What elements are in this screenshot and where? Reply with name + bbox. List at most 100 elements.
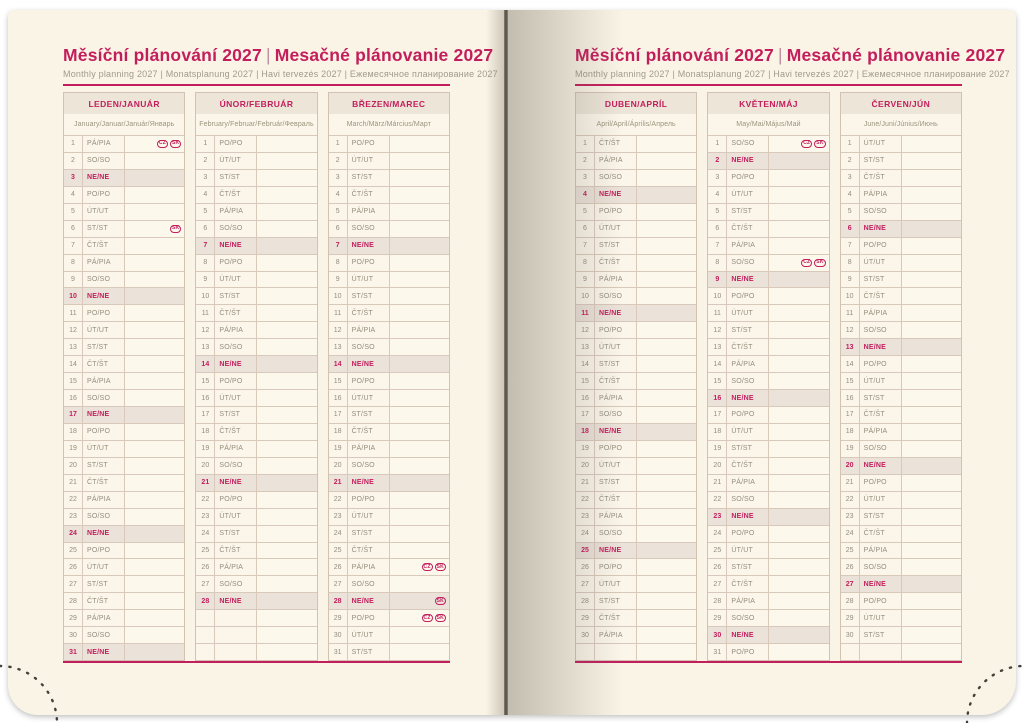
day-row: 28 PO/PO: [840, 592, 961, 610]
day-row: 5 ST/ST: [708, 202, 829, 220]
day-number-cell: 27: [708, 576, 728, 593]
day-number-cell: 15: [196, 373, 216, 390]
notes-cell: [637, 186, 697, 203]
notes-cell: [389, 457, 449, 474]
day-number-cell: 13: [576, 339, 595, 356]
notes-cell: [769, 305, 829, 322]
notes-cell: [901, 627, 961, 644]
day-row: 7 ČT/ŠT: [64, 236, 185, 254]
notes-cell: [637, 271, 697, 288]
cz-holiday-badge: CZ: [801, 139, 813, 148]
notes-cell: [257, 356, 317, 373]
day-name-cell: ÚT/UT: [348, 271, 390, 288]
day-number-cell: 27: [329, 576, 348, 593]
day-row: 25 PÁ/PIA: [840, 541, 961, 559]
day-number-cell: 13: [708, 339, 728, 356]
day-number-cell: 9: [64, 271, 83, 288]
day-name-cell: PO/PO: [727, 644, 770, 661]
day-number-cell: 22: [196, 491, 216, 508]
day-number-cell: 28: [841, 593, 860, 610]
notes-cell: [125, 407, 185, 423]
day-name-cell: PO/PO: [348, 136, 390, 152]
day-row: 20 ÚT/UT: [576, 456, 697, 474]
day-number-cell: 2: [329, 152, 348, 169]
notes-cell: [769, 610, 829, 627]
day-name-cell: ČT/ŠT: [595, 373, 637, 390]
day-number-cell: 13: [841, 339, 860, 356]
day-number-cell: 14: [576, 356, 595, 373]
notes-cell: [637, 576, 697, 593]
day-row: 20 SO/SO: [196, 456, 317, 474]
notes-cell: [125, 423, 185, 440]
notes-cell: [257, 305, 317, 322]
day-name-cell: SO/SO: [83, 390, 125, 406]
day-row: 2 ÚT/UT: [196, 151, 317, 169]
day-number-cell: 24: [576, 525, 595, 542]
day-name-cell: PÁ/PIA: [595, 627, 637, 644]
day-row: 2 ÚT/UT: [328, 151, 449, 169]
day-row: 18 PO/PO: [64, 422, 185, 440]
day-name-cell: PO/PO: [595, 203, 637, 220]
day-number-cell: 8: [576, 254, 595, 271]
day-name-cell: ÚT/UT: [727, 542, 770, 559]
notes-cell: CZ SK: [769, 136, 829, 152]
day-row: 2 PÁ/PIA: [576, 151, 697, 169]
day-row: 14 PO/PO: [840, 355, 961, 373]
sk-holiday-badge: SK: [434, 614, 446, 623]
day-name-cell: PÁ/PIA: [595, 152, 637, 169]
day-name-cell: ST/ST: [727, 440, 770, 457]
cz-holiday-badge: CZ: [801, 258, 813, 267]
notes-cell: [901, 220, 961, 237]
day-number-cell: [196, 644, 216, 661]
day-row: 17 ČT/ŠT: [840, 406, 961, 423]
day-number-cell: 31: [329, 644, 348, 661]
day-row: 13 ÚT/UT: [576, 338, 697, 356]
day-row: 1 PÁ/PIA CZ SK: [64, 135, 185, 152]
page-title-slovak: Mesačné plánovanie 2027: [274, 45, 494, 65]
day-name-cell: NE/NE: [215, 593, 258, 610]
day-name-cell: PÁ/PIA: [860, 423, 902, 440]
month-table-may: KVĚTEN/MÁJ May/Mai/Május/Май 1 SO/SO CZ SK 2 NE…: [707, 92, 830, 661]
day-row-sunday: 16 NE/NE: [708, 389, 829, 406]
day-name-cell: PO/PO: [83, 186, 125, 203]
page-subtitle: Monthly planning 2027 | Monatsplanung 20…: [63, 69, 498, 79]
day-row: 14 ST/ST: [576, 355, 697, 373]
day-name-cell: PO/PO: [595, 559, 637, 576]
day-number-cell: 16: [64, 390, 83, 406]
notes-cell: [125, 390, 185, 406]
month-columns: DUBEN/APRÍL April/April/Április/Апрель 1 ČT…: [575, 92, 962, 661]
notes-cell: [901, 152, 961, 169]
notes-cell: [257, 169, 317, 186]
day-name-cell: ST/ST: [727, 203, 770, 220]
month-subheader: January/Januar/Január/Январь: [73, 121, 175, 128]
day-row: 12 SO/SO: [840, 321, 961, 339]
notes-cell: [901, 271, 961, 288]
day-row: 12 PO/PO: [576, 321, 697, 339]
day-number-cell: 20: [841, 457, 860, 474]
notes-cell: [389, 305, 449, 322]
day-name-cell: ST/ST: [215, 525, 258, 542]
day-name-cell: PÁ/PIA: [595, 390, 637, 406]
day-number-cell: 2: [841, 152, 860, 169]
day-row: 29 SO/SO: [708, 609, 829, 627]
notes-cell: [901, 254, 961, 271]
day-name-cell: ČT/ŠT: [215, 542, 258, 559]
day-row: 14 ČT/ŠT: [64, 355, 185, 373]
day-row: 7 ST/ST: [576, 236, 697, 254]
day-row: 23 ÚT/UT: [196, 507, 317, 525]
notes-cell: [769, 186, 829, 203]
day-number-cell: 11: [64, 305, 83, 322]
day-number-cell: 28: [329, 593, 348, 610]
day-number-cell: 27: [841, 576, 860, 593]
day-number-cell: 13: [196, 339, 216, 356]
notes-cell: [637, 407, 697, 423]
day-number-cell: 6: [196, 220, 216, 237]
day-name-cell: ČT/ŠT: [595, 136, 637, 152]
notes-cell: [389, 288, 449, 305]
top-rule: [575, 84, 962, 86]
day-name-cell: ÚT/UT: [215, 390, 258, 406]
month-header: KVĚTEN/MÁJ: [708, 93, 829, 114]
day-number-cell: 25: [196, 542, 216, 559]
day-number-cell: 29: [708, 610, 728, 627]
day-row: 24 ST/ST: [196, 524, 317, 542]
